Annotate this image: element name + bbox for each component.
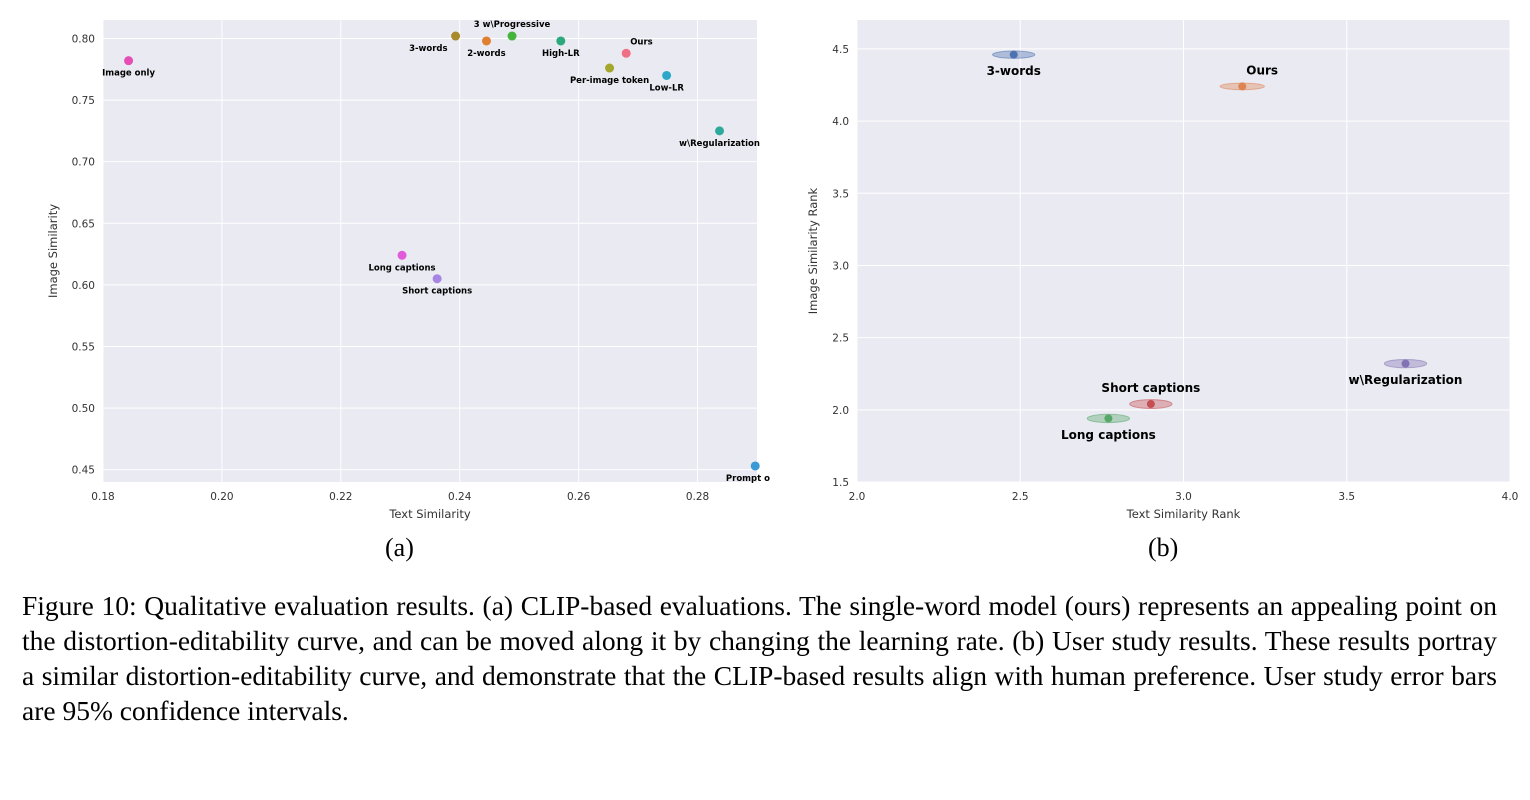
data-point-short-captions: Short captions [402,274,472,297]
data-point-high-lr: High-LR [542,36,580,59]
y-tick-label: 0.65 [72,218,95,230]
data-point-long-captions: Long captions [368,250,436,273]
point-marker [397,250,407,260]
data-point-ours: Ours [1219,63,1278,91]
y-tick-label: 1.5 [832,477,849,489]
data-point-per-image-token: Per-image token [570,63,649,86]
point-marker [1104,414,1113,423]
point-marker [1238,82,1247,91]
point-marker [1009,50,1018,59]
x-tick-label: 3.0 [1175,491,1192,503]
point-label: High-LR [542,49,580,59]
point-marker [432,274,442,284]
x-tick-label: 0.20 [210,491,233,503]
y-tick-label: 0.50 [72,403,95,415]
data-point-prompt-only: Prompt only [726,461,770,484]
data-point-3-words: 3-words [987,50,1041,78]
point-label: Short captions [1101,381,1200,395]
point-marker [621,48,631,58]
point-marker [662,70,672,80]
point-label: Image only [102,69,155,79]
x-tick-label: 0.22 [329,491,352,503]
point-marker [507,31,517,41]
data-point-long-captions: Long captions [1061,413,1156,442]
point-label: Long captions [1061,428,1156,442]
point-marker [715,126,725,136]
point-label: 3 w\Progressive [474,20,551,30]
data-point-short-captions: Short captions [1101,381,1200,409]
x-tick-label: 2.5 [1012,491,1029,503]
point-marker [451,31,461,41]
point-label: w\Regularization [1349,373,1463,387]
point-label: w\Regularization [679,139,760,149]
point-label: 3-words [409,44,447,54]
y-axis-label: Image Similarity [46,204,60,298]
data-point-image-only: Image only [102,56,155,79]
y-tick-label: 3.0 [832,260,849,272]
data-point-2-words: 2-words [467,36,506,59]
point-marker [1401,359,1410,368]
point-label: Short captions [402,287,472,297]
data-point-w-regularization: w\Regularization [679,126,760,149]
figure-caption: Figure 10: Qualitative evaluation result… [22,590,1497,726]
x-tick-label: 2.0 [849,491,866,503]
x-tick-label: 0.28 [686,491,709,503]
chart-a-clip-evaluation: 0.18 0.20 0.22 0.24 0.26 0.28 0.45 0.50 0.55 0.60… [46,20,770,521]
chart-b-user-study: 2.0 2.5 3.0 3.5 4.01.52.02.53.03.54.04.5Text… [806,20,1519,521]
point-label: 3-words [987,64,1041,78]
point-marker [1146,400,1155,409]
data-point-3-w-progressive: 3 w\Progressive [474,20,551,41]
point-marker [556,36,566,46]
point-label: 2-words [467,49,505,59]
point-label: Ours [1246,63,1278,77]
subcaption-b: (b) [1148,533,1179,562]
point-label: Low-LR [649,83,684,93]
y-tick-label: 0.45 [72,465,95,477]
y-tick-label: 0.80 [72,33,95,45]
point-marker [750,461,760,471]
subcaption-a: (a) [385,533,414,562]
y-tick-label: 0.60 [72,280,95,292]
data-point-low-lr: Low-LR [649,70,684,93]
y-tick-label: 0.75 [72,95,95,107]
point-marker [605,63,615,73]
y-tick-label: 4.0 [832,116,849,128]
x-tick-label: 3.5 [1338,491,1355,503]
x-axis-label: Text Similarity [388,507,470,521]
x-tick-label: 4.0 [1502,491,1519,503]
point-marker [481,36,491,46]
y-tick-label: 0.70 [72,157,95,169]
x-axis-label: Text Similarity Rank [1126,507,1241,521]
point-label: Ours [630,37,653,47]
point-label: Long captions [368,263,435,273]
plot-area [103,20,757,482]
y-tick-label: 3.5 [832,188,849,200]
y-tick-label: 0.55 [72,341,95,353]
y-tick-label: 2.5 [832,333,849,345]
point-label: Per-image token [570,76,649,86]
point-label: Prompt only [726,474,770,484]
x-tick-label: 0.26 [567,491,591,503]
data-point-w-regularization: w\Regularization [1349,358,1463,387]
y-tick-label: 2.0 [832,405,849,417]
data-point-ours: Ours [621,37,653,58]
data-point-3-words: 3-words [409,31,461,54]
point-marker [124,56,134,66]
x-tick-label: 0.18 [91,491,114,503]
y-tick-label: 4.5 [832,44,849,56]
y-axis-label: Image Similarity Rank [806,187,820,314]
x-tick-label: 0.24 [448,491,472,503]
